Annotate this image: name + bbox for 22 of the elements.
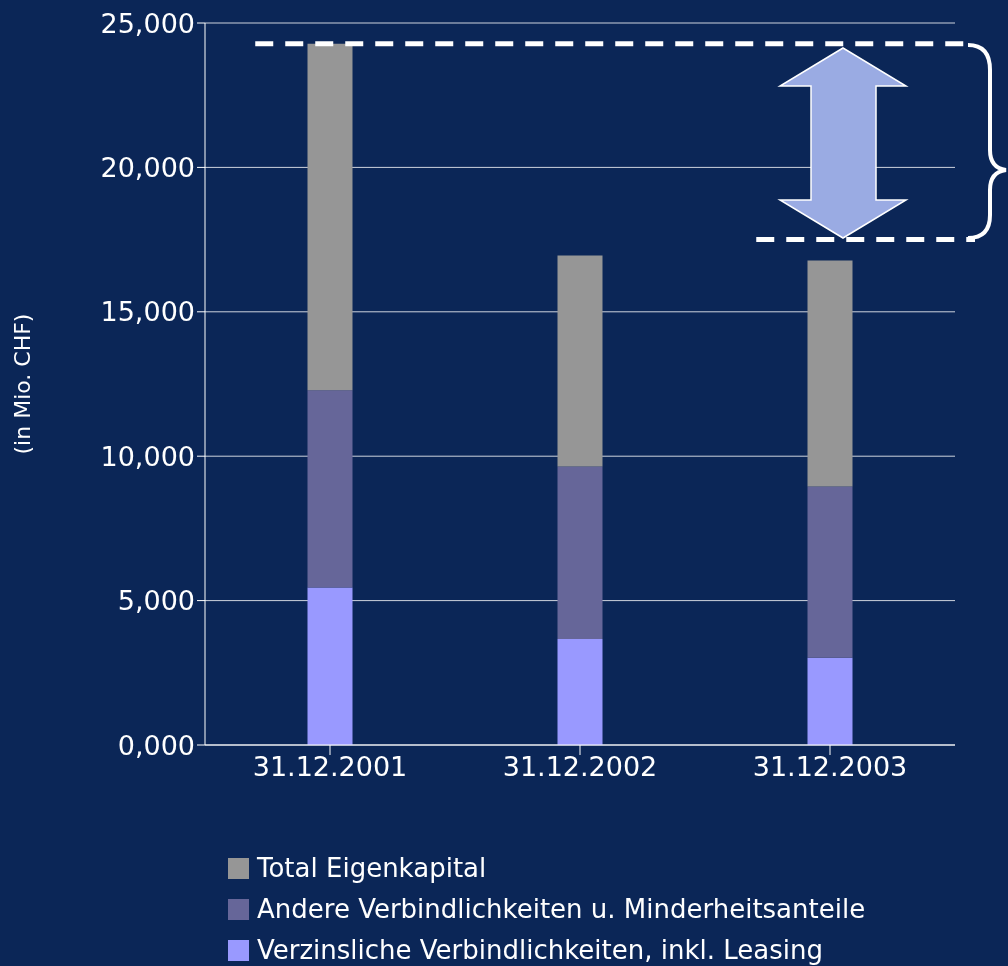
y-tick-label: 10,000 xyxy=(100,440,195,472)
x-tick-label: 31.12.2002 xyxy=(502,751,658,783)
bar xyxy=(307,390,353,588)
bar xyxy=(807,260,853,487)
bar xyxy=(557,466,603,640)
y-tick-label: 0,000 xyxy=(117,729,195,761)
bar xyxy=(807,657,853,745)
y-tick-label: 20,000 xyxy=(100,151,195,183)
legend-label: Total Eigenkapital xyxy=(257,852,487,885)
y-tick-label: 5,000 xyxy=(117,585,195,617)
legend-label: Verzinsliche Verbindlichkeiten, inkl. Leasing xyxy=(257,934,823,966)
bar xyxy=(557,639,603,745)
x-tick-label: 31.12.2003 xyxy=(752,751,908,783)
legend-label: Andere Verbindlichkeiten u. Minderheitsanteile xyxy=(257,893,866,926)
x-tick-label: 31.12.2001 xyxy=(252,751,408,783)
bar xyxy=(557,255,603,467)
bar xyxy=(307,587,353,745)
y-tick-label: 15,000 xyxy=(100,296,195,328)
bar xyxy=(807,486,853,658)
y-axis-title: (in Mio. CHF) xyxy=(9,313,35,455)
y-tick-label: 25,000 xyxy=(100,7,195,39)
bar xyxy=(307,43,353,391)
